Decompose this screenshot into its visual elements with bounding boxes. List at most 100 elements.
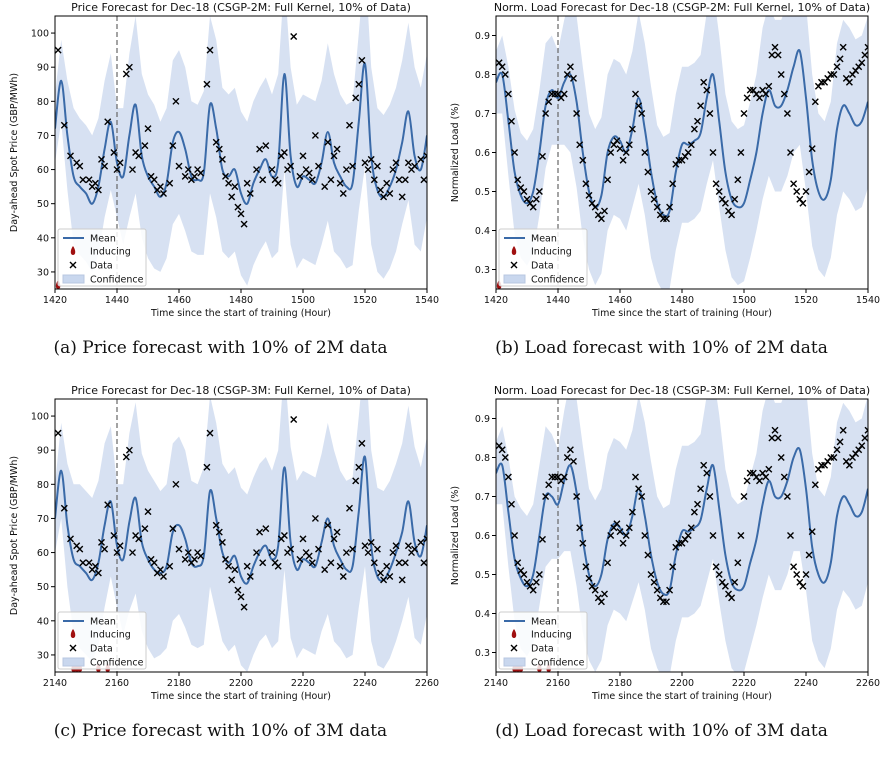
data-point — [787, 149, 794, 156]
data-point — [511, 149, 519, 156]
data-point — [191, 172, 198, 180]
data-point — [352, 477, 360, 485]
data-point — [861, 434, 868, 442]
data-point — [113, 166, 121, 174]
data-point — [203, 80, 211, 88]
plot-area — [55, 399, 427, 672]
data-point — [203, 463, 211, 471]
data-point — [684, 149, 692, 156]
data-point — [358, 439, 366, 447]
data-point — [666, 203, 674, 211]
data-point — [576, 524, 584, 532]
data-point — [55, 429, 62, 437]
data-point — [845, 78, 853, 86]
confidence-band — [55, 399, 427, 672]
legend-label: Confidence — [90, 275, 144, 286]
data-point — [333, 528, 341, 536]
mean-line — [496, 49, 868, 218]
legend: Mean Inducing Data Confidence — [498, 611, 588, 670]
y-tick-label: 0.5 — [475, 187, 490, 198]
data-point — [570, 74, 577, 82]
data-point — [607, 149, 615, 156]
data-point — [737, 149, 745, 156]
legend: Mean Inducing Data Confidence — [57, 611, 147, 670]
x-tick-label: 1440 — [105, 295, 129, 306]
data-point — [653, 203, 661, 211]
data-point — [110, 532, 118, 539]
data-point — [225, 179, 233, 187]
data-point — [91, 179, 99, 187]
data-point — [417, 538, 425, 546]
data-point — [619, 156, 627, 164]
data-point — [113, 549, 121, 557]
caption-a: (a) Price forecast with 10% of 2M data — [53, 338, 388, 358]
data-point — [60, 504, 68, 512]
data-point — [55, 46, 62, 54]
data-point — [632, 473, 639, 481]
data-point — [215, 528, 223, 536]
data-point — [638, 493, 646, 500]
data-point — [135, 152, 143, 160]
data-point — [570, 457, 577, 465]
data-point — [861, 51, 868, 59]
data-point — [116, 542, 124, 550]
data-point — [222, 555, 229, 563]
data-point — [790, 563, 798, 571]
data-point — [811, 481, 819, 489]
data-point — [104, 501, 112, 509]
data-point — [268, 549, 276, 557]
legend-box — [498, 228, 588, 287]
data-point — [339, 189, 347, 197]
data-point — [274, 179, 282, 187]
x-axis-label: Time since the start of training (Hour) — [591, 691, 772, 702]
legend-data-swatch — [69, 261, 77, 269]
data-point — [638, 110, 646, 117]
data-point — [805, 168, 813, 176]
data-point — [389, 166, 397, 174]
panel-d: Norm. Load Forecast for Dec-18 (CSGP-3M:… — [441, 383, 882, 766]
data-point — [808, 145, 816, 153]
data-point — [342, 549, 350, 557]
data-point — [706, 493, 714, 500]
data-point — [830, 71, 838, 78]
data-point — [532, 195, 540, 203]
data-point — [573, 110, 581, 117]
data-point — [225, 562, 233, 570]
data-point — [181, 172, 189, 180]
data-point — [101, 545, 109, 553]
data-point — [377, 186, 384, 194]
x-axis-label: Time since the start of training (Hour) — [150, 691, 331, 702]
y-axis-label: Normalized Load (%) — [450, 486, 461, 585]
data-point — [141, 142, 149, 150]
chart-b: Norm. Load Forecast for Dec-18 (CSGP-2M:… — [450, 1, 880, 319]
data-point — [246, 189, 254, 197]
data-point — [373, 162, 381, 170]
legend-label: Inducing — [90, 630, 131, 641]
x-tick-label: 1480 — [229, 295, 253, 306]
y-tick-label: 0.8 — [475, 70, 490, 81]
x-tick-label: 1540 — [856, 295, 880, 306]
data-point — [411, 545, 419, 553]
data-point — [144, 125, 152, 133]
data-point — [175, 162, 183, 170]
data-point — [166, 179, 174, 187]
data-point — [144, 508, 152, 516]
data-point — [327, 559, 335, 567]
data-point — [181, 555, 189, 563]
data-point — [628, 508, 636, 516]
data-point — [712, 180, 720, 188]
data-point — [641, 532, 649, 539]
data-point — [212, 521, 220, 529]
data-point — [858, 59, 866, 67]
data-point — [404, 159, 412, 167]
data-point — [756, 94, 763, 102]
data-point — [827, 454, 835, 461]
data-point — [808, 528, 816, 536]
data-point — [650, 578, 658, 586]
data-point — [218, 538, 226, 546]
data-point — [858, 442, 866, 450]
y-tick-label: 0.4 — [475, 226, 490, 237]
data-point — [721, 582, 729, 590]
legend-inducing-swatch — [70, 629, 76, 638]
data-point — [172, 480, 180, 488]
